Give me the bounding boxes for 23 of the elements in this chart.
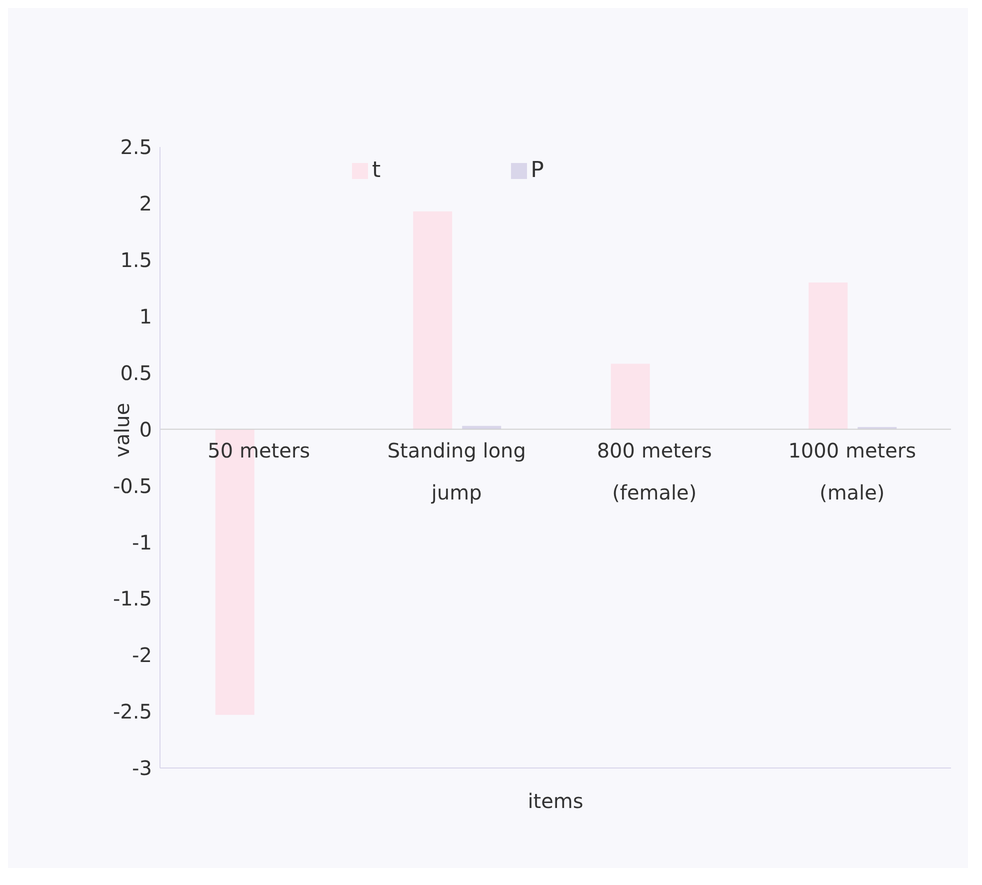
y-tick-label: 0.5 (120, 360, 152, 385)
x-tick-label: 1000 meters (male) (788, 438, 916, 505)
y-tick-label: 0 (139, 417, 152, 442)
legend-label: P (530, 158, 544, 183)
bar (808, 282, 848, 430)
y-tick-label: -3 (132, 756, 152, 780)
y-tick-label: 2 (139, 192, 152, 216)
bar (413, 211, 452, 430)
y-tick-label: -2.5 (112, 700, 152, 724)
x-tick-label: 50 meters (208, 438, 310, 463)
x-axis-title: items (528, 789, 584, 813)
y-tick-label: -0.5 (112, 474, 152, 498)
bar (610, 364, 650, 430)
y-tick-label: -2 (132, 643, 152, 668)
legend-label: t (372, 158, 381, 183)
x-tick-label: 800 meters (female) (596, 438, 712, 505)
y-tick-label: 1 (139, 304, 152, 328)
y-tick-label: -1 (132, 530, 152, 554)
y-axis-title: value (110, 402, 134, 458)
x-tick-label: Standing long jump (387, 438, 526, 505)
y-tick-label: 1.5 (120, 248, 152, 272)
y-tick-label: 2.5 (120, 135, 152, 160)
y-tick-label: -1.5 (112, 586, 152, 611)
